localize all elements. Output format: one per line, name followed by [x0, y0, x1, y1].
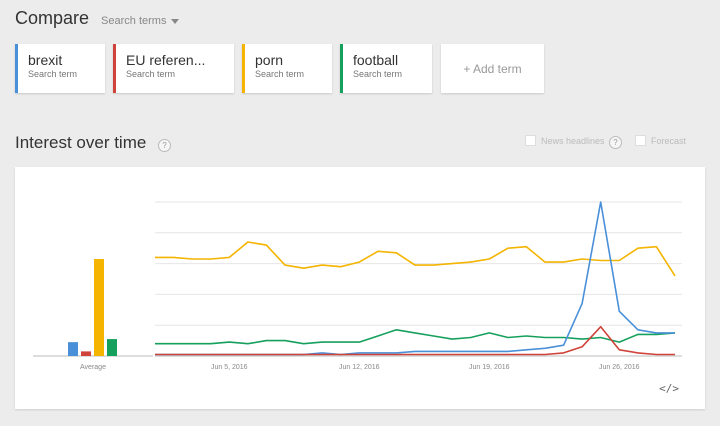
term-subtitle: Search term: [28, 69, 78, 79]
compare-title: Compare: [15, 8, 90, 28]
term-color-accent: [340, 44, 343, 93]
embed-code-icon[interactable]: </>: [659, 382, 679, 395]
add-term-button[interactable]: + Add term: [441, 44, 544, 93]
average-bar: [107, 339, 117, 356]
x-tick-label: Jun 26, 2016: [599, 364, 640, 371]
term-name: football: [353, 52, 399, 68]
term-color-accent: [242, 44, 245, 93]
term-subtitle: Search term: [126, 69, 176, 79]
term-name: brexit: [28, 52, 63, 68]
x-tick-label: Jun 12, 2016: [339, 364, 380, 371]
term-card-brexit[interactable]: brexit Search term: [15, 44, 105, 93]
search-terms-dropdown[interactable]: Search terms: [101, 15, 180, 27]
forecast-checkbox[interactable]: [635, 135, 646, 146]
series-line: [155, 329, 676, 345]
average-label: Average: [80, 364, 106, 371]
term-subtitle: Search term: [255, 69, 305, 79]
x-tick-label: Jun 5, 2016: [211, 364, 248, 371]
news-headlines-option[interactable]: News headlines: [525, 135, 605, 146]
x-tick-label: Jun 19, 2016: [469, 364, 510, 371]
term-card-eu-referendum[interactable]: EU referen... Search term: [113, 44, 234, 93]
average-bar: [68, 342, 78, 356]
series-line: [155, 325, 675, 356]
forecast-option[interactable]: Forecast: [635, 135, 686, 146]
term-card-porn[interactable]: porn Search term: [242, 44, 332, 93]
help-icon[interactable]: ?: [158, 139, 171, 152]
interest-over-time-title: Interest over time: [15, 133, 147, 152]
compare-header: Compare Search terms: [15, 8, 180, 29]
interest-chart: Average Jun 5, 2016 Jun 12, 2016 Jun 19, 20…: [33, 201, 682, 371]
news-headlines-help-icon[interactable]: ?: [609, 136, 622, 149]
term-color-accent: [15, 44, 18, 93]
term-color-accent: [113, 44, 116, 93]
forecast-label: Forecast: [651, 135, 687, 146]
term-name: EU referen...: [126, 52, 206, 68]
average-bar: [81, 351, 91, 356]
interest-chart-card: Average Jun 5, 2016 Jun 12, 2016 Jun 19, 20…: [15, 167, 705, 409]
news-headlines-checkbox[interactable]: [525, 135, 536, 146]
series-line: [155, 241, 676, 277]
average-bar: [94, 258, 104, 356]
term-card-football[interactable]: football Search term: [340, 44, 432, 93]
news-headlines-label: News headlines: [541, 135, 605, 146]
caret-down-icon: [171, 19, 180, 24]
term-name: porn: [255, 52, 284, 68]
term-subtitle: Search term: [353, 69, 403, 79]
search-terms-label: Search terms: [101, 15, 167, 27]
